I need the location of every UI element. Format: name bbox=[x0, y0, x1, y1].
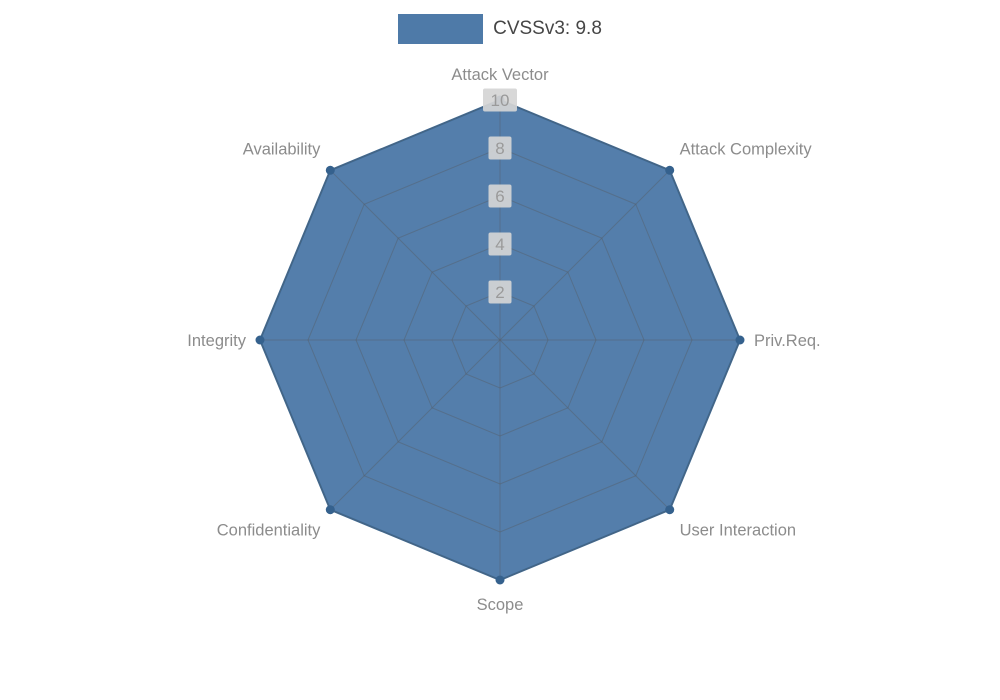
legend-label: CVSSv3: 9.8 bbox=[493, 18, 602, 39]
svg-text:8: 8 bbox=[495, 139, 504, 158]
svg-text:Confidentiality: Confidentiality bbox=[217, 522, 321, 540]
svg-text:Integrity: Integrity bbox=[187, 332, 246, 350]
svg-text:6: 6 bbox=[495, 187, 504, 206]
svg-text:Attack Complexity: Attack Complexity bbox=[680, 140, 813, 158]
svg-text:User Interaction: User Interaction bbox=[680, 522, 796, 540]
legend-swatch-icon bbox=[398, 14, 484, 44]
svg-text:4: 4 bbox=[495, 235, 504, 254]
svg-text:Scope: Scope bbox=[477, 596, 524, 614]
legend[interactable]: CVSSv3: 9.8 bbox=[0, 14, 1000, 44]
svg-text:Attack Vector: Attack Vector bbox=[451, 66, 549, 84]
svg-text:Availability: Availability bbox=[243, 140, 321, 158]
svg-text:Priv.Req.: Priv.Req. bbox=[754, 332, 821, 350]
svg-text:10: 10 bbox=[491, 91, 510, 110]
svg-text:2: 2 bbox=[495, 283, 504, 302]
